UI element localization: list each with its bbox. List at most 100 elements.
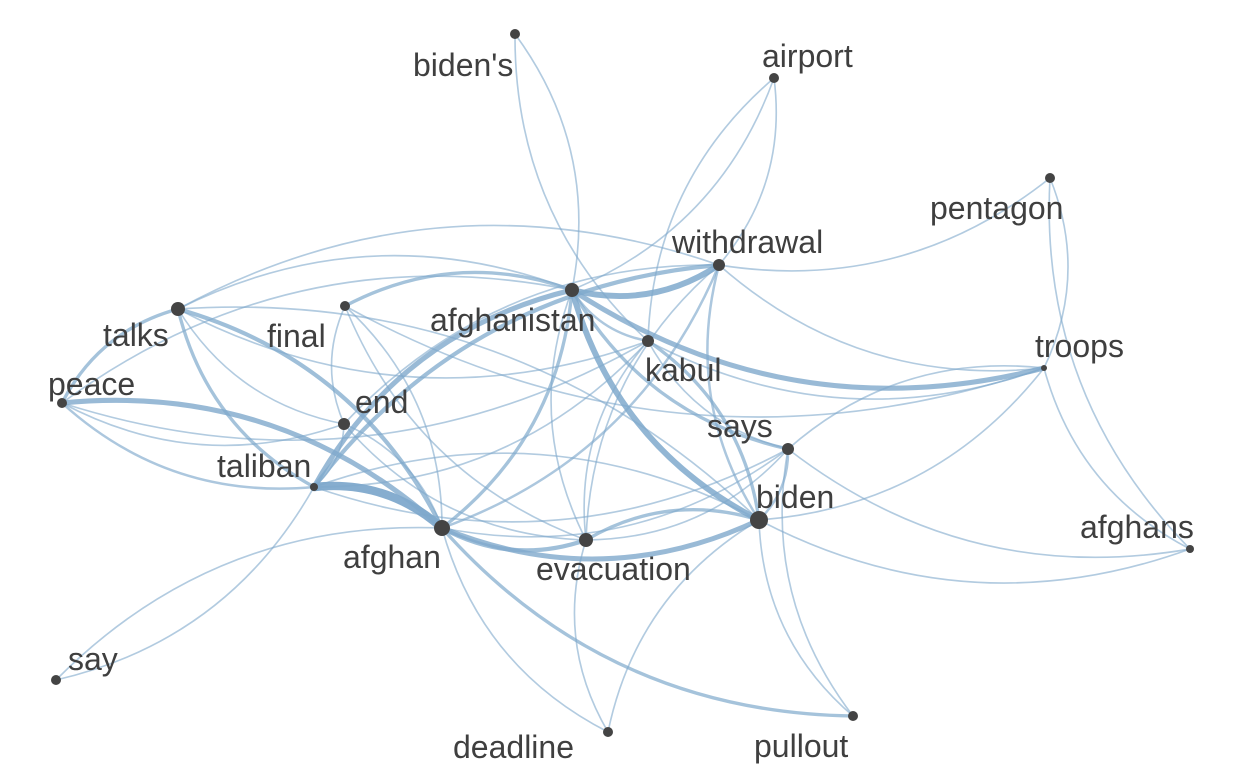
node-says[interactable]	[782, 443, 794, 455]
node-talks[interactable]	[171, 302, 185, 316]
edge-talks-peace	[60, 307, 180, 405]
node-biden-s[interactable]	[510, 29, 520, 39]
edge-end-evacuation	[343, 423, 587, 541]
node-deadline[interactable]	[603, 727, 613, 737]
edge-withdrawal-pentagon	[718, 177, 1051, 272]
edge-kabul-says	[647, 340, 789, 450]
edge-biden-evacuation	[584, 507, 761, 542]
edge-taliban-kabul	[313, 340, 649, 488]
node-label-airport: airport	[762, 38, 853, 74]
edge-evacuation-deadline	[573, 539, 609, 733]
edge-afghan-deadline	[441, 527, 609, 733]
node-label-afghans: afghans	[1080, 509, 1194, 545]
node-afghanistan[interactable]	[565, 283, 579, 297]
edge-afghanistan-kabul	[570, 288, 650, 343]
edge-pentagon-afghans	[1048, 177, 1191, 550]
edge-evacuation-says	[585, 448, 789, 541]
node-label-final: final	[267, 318, 326, 354]
node-troops[interactable]	[1041, 365, 1047, 371]
edge-talks-kabul	[177, 308, 649, 379]
node-label-biden: biden	[756, 479, 834, 515]
node-biden[interactable]	[750, 511, 768, 529]
node-layer	[51, 29, 1194, 737]
edge-biden-afghans	[758, 519, 1191, 584]
node-kabul[interactable]	[642, 335, 654, 347]
edge-peace-kabul	[61, 340, 649, 442]
edge-airport-kabul	[647, 77, 775, 342]
edge-afghanistan-talks	[177, 254, 573, 310]
node-label-withdrawal: withdrawal	[671, 224, 823, 260]
edge-afghan-pullout	[440, 526, 855, 718]
node-taliban[interactable]	[310, 483, 318, 491]
edge-says-pullout	[781, 448, 854, 717]
edge-afghan-say	[55, 526, 443, 681]
node-afghans[interactable]	[1186, 545, 1194, 553]
edge-afghan-says	[441, 448, 789, 538]
node-evacuation[interactable]	[579, 533, 593, 547]
node-label-evacuation: evacuation	[536, 551, 691, 587]
edge-taliban-says	[313, 448, 789, 523]
edge-afghanistan-says	[570, 288, 790, 451]
edge-final-evacuation	[344, 305, 587, 541]
edge-afghan-peace	[59, 397, 445, 531]
edge-afghan-final	[344, 305, 443, 529]
node-label-deadline: deadline	[453, 729, 574, 765]
node-peace[interactable]	[57, 398, 67, 408]
edge-final-end	[330, 305, 346, 425]
node-label-afghan: afghan	[343, 539, 441, 575]
node-pullout[interactable]	[848, 711, 858, 721]
node-say[interactable]	[51, 675, 61, 685]
edge-biden-deadline	[607, 519, 760, 733]
edge-layer	[55, 33, 1191, 733]
edge-biden-taliban	[313, 452, 760, 521]
node-afghan[interactable]	[434, 520, 450, 536]
edge-afghanistan-evacuation	[550, 289, 587, 541]
edge-say-taliban	[55, 486, 315, 681]
edge-says-afghans	[787, 448, 1191, 559]
node-label-end: end	[355, 384, 408, 420]
edge-talks-taliban	[176, 307, 316, 489]
node-airport[interactable]	[769, 73, 779, 83]
edge-troops-says	[787, 365, 1045, 450]
edge-afghan-withdrawal	[440, 263, 721, 530]
node-label-pentagon: pentagon	[930, 190, 1063, 226]
edge-withdrawal-end	[343, 264, 720, 425]
edge-biden-pullout	[758, 519, 854, 717]
edge-withdrawal-airport	[718, 77, 777, 266]
edge-biden-kabul	[646, 339, 761, 522]
edge-afghanistan-withdrawal	[569, 262, 722, 300]
node-label-biden-s: biden's	[413, 47, 513, 83]
edge-afghanistan-airport	[571, 77, 775, 291]
edge-withdrawal-evacuation	[585, 264, 720, 541]
edge-troops-afghans	[1043, 367, 1191, 550]
node-label-peace: peace	[48, 366, 135, 402]
node-withdrawal[interactable]	[713, 259, 725, 271]
node-label-says: says	[707, 408, 773, 444]
node-label-afghanistan: afghanistan	[430, 302, 595, 338]
node-final[interactable]	[340, 301, 350, 311]
edge-withdrawal-taliban	[311, 262, 722, 490]
edge-peace-taliban	[60, 401, 316, 490]
edge-kabul-evacuation	[583, 340, 649, 541]
node-label-taliban: taliban	[217, 448, 311, 484]
edge-withdrawal-troops	[718, 264, 1045, 372]
edge-afghanistan-final	[343, 270, 574, 308]
edge-biden-talks	[177, 306, 760, 521]
edge-taliban-end	[313, 423, 345, 488]
edge-afghan-afghanistan	[440, 288, 574, 530]
edge-afghanistan-peace	[61, 275, 573, 404]
node-end[interactable]	[338, 418, 350, 430]
node-label-say: say	[68, 641, 118, 677]
edge-talks-end	[177, 308, 345, 425]
node-pentagon[interactable]	[1045, 173, 1055, 183]
edge-afghanistan-taliban	[311, 287, 575, 490]
edge-withdrawal-biden	[706, 263, 761, 522]
node-label-pullout: pullout	[754, 728, 848, 764]
edge-withdrawal-talks	[177, 224, 720, 310]
node-label-kabul: kabul	[645, 352, 722, 388]
node-label-talks: talks	[103, 317, 169, 353]
label-layer: biden's airport pentagon withdrawal afghanis…	[48, 38, 1194, 765]
edge-biden-troops	[758, 367, 1045, 521]
edge-biden-s-kabul	[514, 33, 649, 342]
